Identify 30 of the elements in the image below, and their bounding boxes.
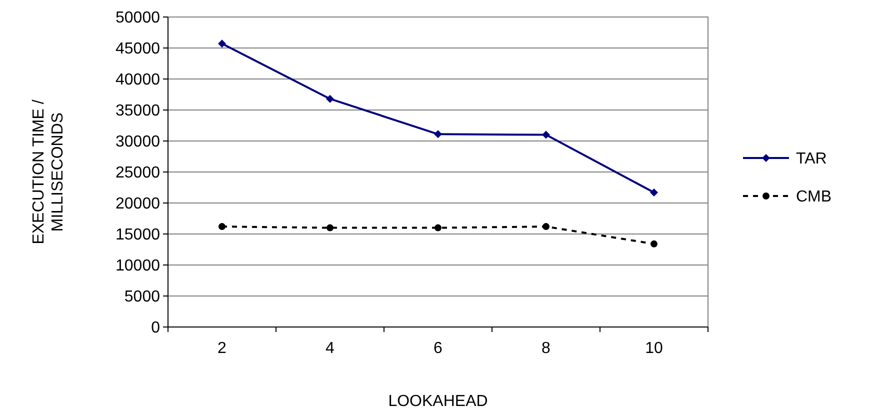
legend-label: TAR bbox=[796, 150, 827, 168]
x-tick-label: 8 bbox=[542, 340, 551, 357]
x-tick-label: 4 bbox=[326, 340, 335, 357]
point bbox=[218, 223, 226, 230]
y-tick-label: 45000 bbox=[116, 40, 160, 58]
y-tick-label: 15000 bbox=[116, 226, 160, 244]
point bbox=[434, 130, 442, 138]
y-axis-title: EXECUTION TIME / MILLISECONDS bbox=[30, 99, 67, 244]
y-tick-label: 30000 bbox=[116, 134, 160, 151]
y-tick-label: 50000 bbox=[116, 10, 160, 27]
point bbox=[542, 130, 550, 139]
x-tick-label: 2 bbox=[218, 340, 227, 357]
x-axis-title: LOOKAHEAD bbox=[388, 393, 488, 410]
point bbox=[218, 40, 226, 48]
y-tick-label: 20000 bbox=[116, 196, 160, 213]
y-tick-label: 0 bbox=[151, 320, 160, 337]
x-tick-label: 6 bbox=[434, 340, 443, 357]
x-tick-label: 10 bbox=[645, 340, 663, 357]
legend-label: CMB bbox=[796, 188, 832, 206]
point bbox=[650, 188, 658, 196]
y-tick-label: 25000 bbox=[116, 164, 160, 182]
point bbox=[326, 94, 334, 103]
point bbox=[542, 223, 550, 230]
point bbox=[434, 224, 442, 232]
y-tick-label: 5000 bbox=[124, 288, 160, 306]
y-tick-label: 40000 bbox=[116, 72, 160, 89]
point bbox=[326, 224, 334, 232]
y-tick-label: 10000 bbox=[116, 258, 160, 275]
y-tick-label: 35000 bbox=[116, 102, 160, 120]
point bbox=[650, 240, 658, 248]
